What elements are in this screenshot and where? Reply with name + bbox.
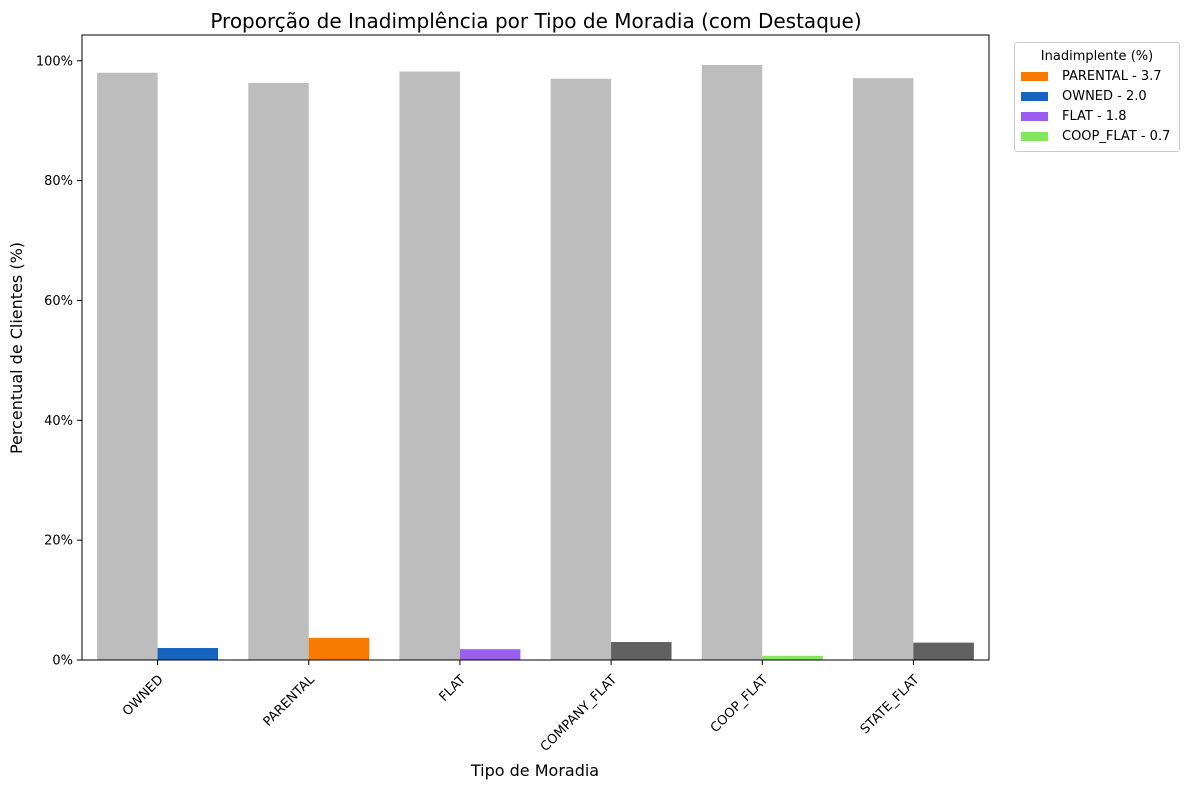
bar-adimplente-owned [97,72,158,660]
legend-swatch [1021,91,1048,101]
bar-inadimplente-company_flat [611,642,672,660]
bar-inadimplente-state_flat [913,642,974,660]
y-tick-label: 20% [44,534,73,549]
x-tick-label: PARENTAL [261,672,319,730]
legend-entry: OWNED - 2.0 [1015,86,1179,106]
legend-label: OWNED - 2.0 [1062,88,1147,104]
x-tick-label: COMPANY_FLAT [538,672,620,754]
x-tick-label: STATE_FLAT [858,672,923,737]
bar-inadimplente-coop_flat [762,655,823,660]
legend-entry: PARENTAL - 3.7 [1015,66,1179,86]
legend-label: COOP_FLAT - 0.7 [1062,128,1171,144]
legend-entry: COOP_FLAT - 0.7 [1015,126,1179,146]
y-tick-label: 60% [44,294,73,309]
bar-inadimplente-flat [459,649,521,660]
bar-adimplente-coop_flat [701,64,763,660]
legend-entries: PARENTAL - 3.7 OWNED - 2.0 FLAT - 1.8 COOP_… [1015,66,1179,146]
legend-swatch [1021,111,1048,121]
y-tick-label: 0% [52,654,73,669]
chart-title: Proporção de Inadimplência por Tipo de M… [210,9,861,33]
bars-group [97,64,974,660]
legend-swatch [1021,71,1048,81]
x-tick-label: FLAT [437,672,469,704]
bar-adimplente-flat [399,71,460,660]
y-tick-label: 80% [44,174,73,189]
y-axis-label: Percentual de Clientes (%) [7,242,26,454]
y-tick-label: 100% [36,54,73,69]
plot-frame [81,34,990,661]
x-tick-label: COOP_FLAT [708,672,771,735]
x-axis: OWNED PARENTAL FLAT COMPANY_FLAT COOP_FLAT ST… [120,660,923,755]
legend-label: FLAT - 1.8 [1062,108,1127,124]
bar-adimplente-state_flat [852,78,914,660]
legend-title: Inadimplente (%) [1040,49,1154,64]
legend-label: PARENTAL - 3.7 [1062,68,1162,84]
bar-adimplente-company_flat [550,78,612,660]
y-tick-label: 40% [44,414,73,429]
y-axis: 0% 20% 40% 60% 80% 100% [36,54,82,669]
x-tick-label: OWNED [120,672,167,719]
bar-inadimplente-owned [157,648,219,660]
bar-adimplente-parental [248,82,309,660]
legend-entry: FLAT - 1.8 [1015,106,1179,126]
x-axis-label: Tipo de Moradia [470,761,599,780]
legend: Inadimplente (%) PARENTAL - 3.7 OWNED - 2… [1014,42,1180,152]
legend-swatch [1021,131,1048,141]
bar-inadimplente-parental [308,637,370,660]
